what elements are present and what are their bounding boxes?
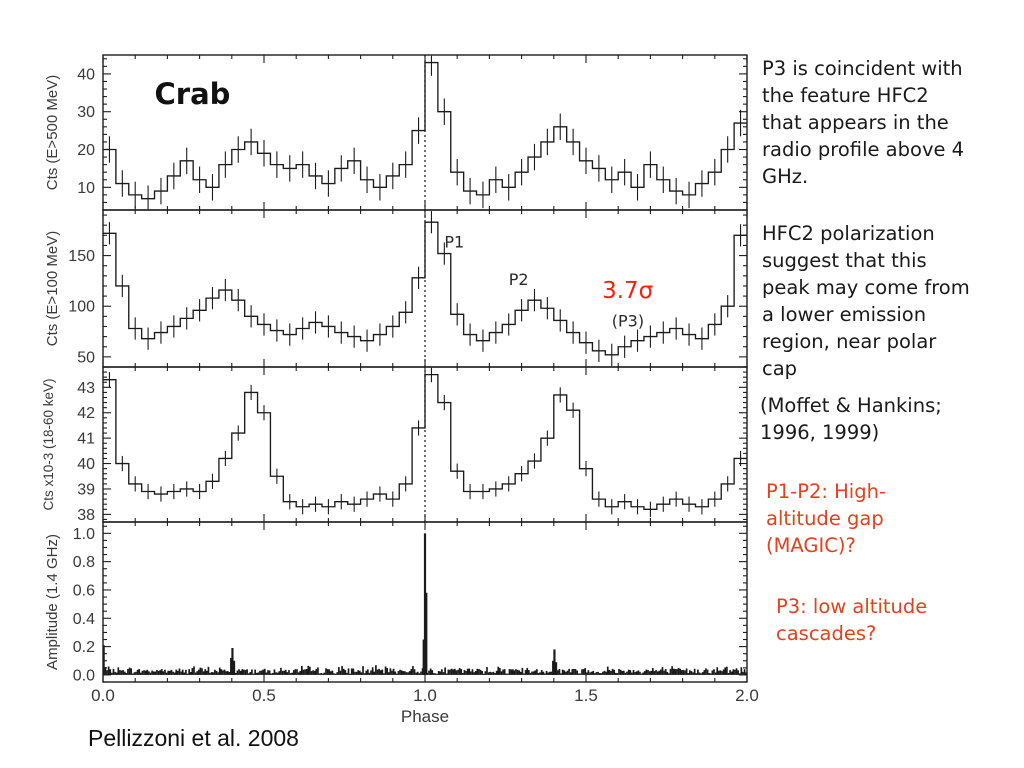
x-tick-label: 1.5 [574, 686, 598, 705]
y-axis-title-panel-3: Amplitude (1.4 GHz) [44, 534, 61, 670]
y-tick-label: 42 [77, 405, 95, 422]
text-p1p2-high-altitude-gap: P1-P2: High- altitude gap (MAGIC)? [766, 480, 886, 557]
y-axis-title-panel-2: Cts x10-3 (18-60 keV) [41, 378, 56, 510]
y-tick-label: 0.4 [73, 611, 95, 628]
x-tick-label: 1.0 [413, 686, 437, 705]
x-tick-label: 2.0 [735, 686, 759, 705]
panel-2: 38 39 40 41 42 43 Cts x10-3 (18-60 keV) [41, 366, 748, 524]
y-tick-label: 30 [77, 104, 95, 121]
y-axis-title-panel-0: Cts (E>500 MeV) [44, 75, 61, 190]
annotation-p1: P1 [444, 232, 464, 251]
y-tick-label: 10 [77, 180, 95, 197]
annotation-crab: Crab [155, 77, 231, 111]
y-tick-label: 1.0 [73, 526, 95, 543]
y-tick-label: 20 [77, 142, 95, 159]
y-tick-label: 38 [77, 507, 95, 524]
x-axis-title: Phase [401, 707, 449, 726]
y-tick-label: 0.8 [73, 554, 95, 571]
panel-0: 10 20 30 40 Cts (E>500 MeV) [44, 54, 748, 211]
y-tick-label: 150 [68, 248, 95, 265]
x-tick-label: 0.5 [252, 686, 276, 705]
annotation-p2: P2 [509, 270, 529, 289]
text-hfc2-polarization: HFC2 polarization suggest that this peak… [762, 222, 970, 380]
text-p3-coincident: P3 is coincident with the feature HFC2 t… [762, 57, 965, 188]
y-tick-label: 43 [77, 380, 95, 397]
annotation-37: 3.7σ [602, 278, 653, 304]
annotation-p3: (P3) [612, 311, 644, 330]
x-tick-label: 0.0 [91, 686, 115, 705]
y-tick-label: 0.2 [73, 639, 95, 656]
y-tick-label: 40 [77, 456, 95, 473]
y-tick-label: 0.6 [73, 582, 95, 599]
citation-pellizzoni-2008: Pellizzoni et al. 2008 [88, 725, 299, 751]
y-axis-title-panel-1: Cts (E>100 MeV) [44, 231, 61, 346]
y-tick-label: 100 [68, 299, 95, 316]
panel-3: 0.0 0.2 0.4 0.6 0.8 1.0 Amplitude (1.4 GHz) [44, 521, 748, 684]
y-tick-label: 39 [77, 481, 95, 498]
y-tick-label: 40 [77, 66, 95, 83]
y-tick-label: 50 [77, 349, 95, 366]
text-moffet-hankins-ref: (Moffet & Hankins; 1996, 1999) [760, 394, 942, 444]
y-tick-label: 0.0 [73, 667, 95, 684]
y-tick-label: 41 [77, 431, 95, 448]
text-p3-low-altitude-cascades: P3: low altitude cascades? [776, 595, 928, 645]
